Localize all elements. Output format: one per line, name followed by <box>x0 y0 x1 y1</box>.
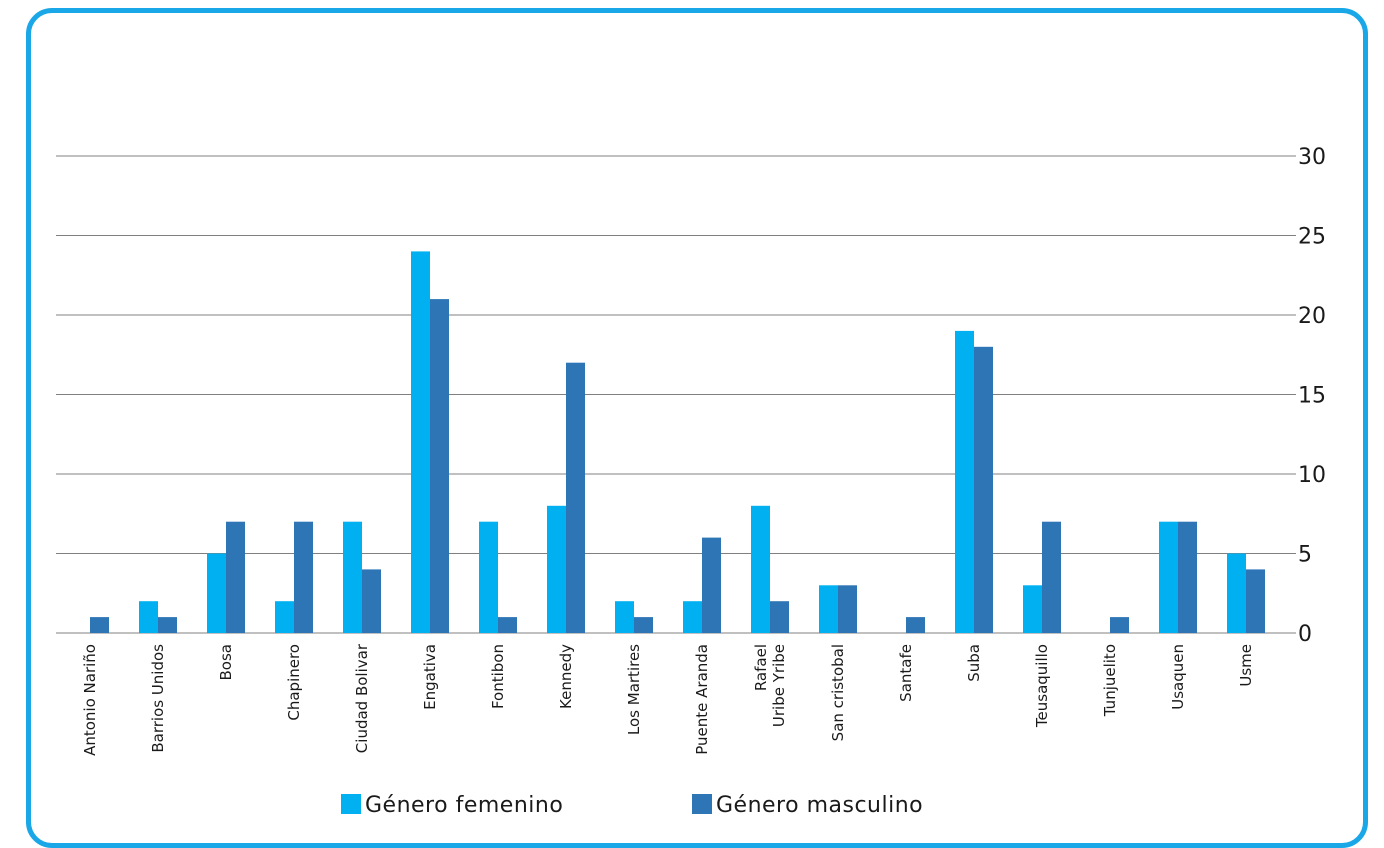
legend-swatch-femenino <box>341 794 361 814</box>
x-category-label: Antonio Nariño <box>81 644 99 756</box>
y-tick-label: 0 <box>1298 622 1312 647</box>
bar-genero-femenino <box>615 601 634 633</box>
bar-genero-femenino <box>139 601 158 633</box>
bar-genero-femenino <box>819 585 838 633</box>
bar-genero-masculino <box>430 299 449 633</box>
x-category-label: Suba <box>965 644 983 682</box>
x-category-label: RafaelUribe Yribe <box>752 644 788 727</box>
bar-genero-masculino <box>838 585 857 633</box>
bar-genero-masculino <box>634 617 653 633</box>
bar-genero-femenino <box>411 251 430 633</box>
y-tick-label: 30 <box>1298 145 1326 170</box>
bar-genero-masculino <box>702 537 721 633</box>
x-category-label: Los Martires <box>625 644 643 735</box>
x-category-label: Usme <box>1237 644 1255 687</box>
x-category-label: Bosa <box>217 644 235 680</box>
bar-genero-femenino <box>547 505 566 633</box>
x-category-label: San cristobal <box>829 644 847 741</box>
x-category-label: Chapinero <box>285 644 303 721</box>
legend-label-femenino: Género femenino <box>365 793 563 818</box>
bar-genero-masculino <box>906 617 925 633</box>
bar-genero-masculino <box>226 521 245 633</box>
bar-genero-femenino <box>275 601 294 633</box>
bar-genero-masculino <box>974 346 993 633</box>
bar-genero-femenino <box>1227 553 1246 633</box>
x-category-label: Tunjuelito <box>1101 644 1119 717</box>
x-category-label: Engativa <box>421 644 439 710</box>
x-category-label: Santafe <box>897 644 915 702</box>
x-category-label: Fontibon <box>489 644 507 709</box>
x-category-label: Ciudad Bolivar <box>353 643 371 753</box>
x-category-label: Puente Aranda <box>693 644 711 755</box>
x-category-label: Usaquen <box>1169 644 1187 710</box>
bar-genero-femenino <box>207 553 226 633</box>
bar-genero-masculino <box>1110 617 1129 633</box>
bar-genero-masculino <box>362 569 381 633</box>
bar-genero-femenino <box>751 505 770 633</box>
x-category-label: Kennedy <box>557 644 575 709</box>
bar-chart: 0 5 10 15 20 25 30 Antonio Nariño Barrios Unidos… <box>56 145 1326 818</box>
y-tick-label: 15 <box>1298 384 1326 409</box>
bar-genero-femenino <box>955 330 974 633</box>
bar-genero-femenino <box>1023 585 1042 633</box>
y-tick-label: 25 <box>1298 225 1326 250</box>
bar-genero-masculino <box>294 521 313 633</box>
bar-genero-masculino <box>1042 521 1061 633</box>
y-tick-label: 10 <box>1298 463 1326 488</box>
bar-genero-masculino <box>158 617 177 633</box>
y-tick-label: 5 <box>1298 543 1312 568</box>
bar-genero-femenino <box>479 521 498 633</box>
bar-genero-masculino <box>1178 521 1197 633</box>
bar-genero-femenino <box>343 521 362 633</box>
legend-label-masculino: Género masculino <box>716 793 923 818</box>
bar-genero-femenino <box>683 601 702 633</box>
x-category-label: Teusaquillo <box>1033 644 1051 728</box>
y-tick-label: 20 <box>1298 304 1326 329</box>
bar-genero-masculino <box>770 601 789 633</box>
bar-genero-masculino <box>90 617 109 633</box>
bar-genero-femenino <box>1159 521 1178 633</box>
legend-swatch-masculino <box>692 794 712 814</box>
bar-genero-masculino <box>498 617 517 633</box>
bar-genero-masculino <box>1246 569 1265 633</box>
bar-genero-masculino <box>566 362 585 633</box>
x-category-label: Barrios Unidos <box>149 644 167 753</box>
